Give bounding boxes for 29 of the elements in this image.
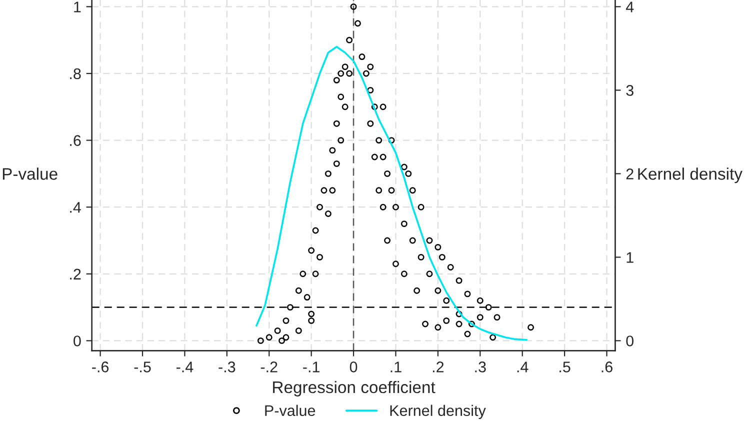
y2-tick-label: 4 (626, 2, 634, 12)
y-tick-label: 1 (74, 2, 81, 12)
x-tick-label: .5 (560, 362, 570, 372)
x-tick-label: -.5 (134, 362, 151, 372)
x-tick-label: 0 (350, 362, 358, 372)
legend-label: P-value (265, 404, 316, 416)
x-tick-label: .6 (602, 362, 612, 372)
y2-axis-title: Kernel density (638, 168, 742, 184)
y-axis-title: P-value (2, 168, 58, 180)
x-tick-label: -.1 (303, 362, 320, 372)
y-tick-label: .4 (70, 202, 82, 213)
y2-tick-label: 0 (626, 336, 634, 346)
y2-tick-label: 3 (626, 85, 634, 96)
y-tick-label: .6 (70, 135, 81, 146)
y-tick-label: .2 (70, 268, 81, 280)
x-tick-label: .1 (390, 362, 402, 372)
x-tick-label: -.3 (218, 362, 236, 372)
x-axis-title: Regression coefficient (273, 380, 436, 396)
y2-tick-label: 2 (626, 168, 634, 180)
x-tick-label: -.6 (92, 362, 109, 372)
x-tick-label: .2 (432, 362, 444, 372)
legend-label: Kernel density (390, 404, 486, 420)
x-tick-label: -.2 (260, 362, 278, 372)
y-tick-label: 0 (74, 336, 81, 346)
x-tick-label: -.4 (176, 362, 194, 372)
y-tick-label: .8 (70, 68, 81, 80)
x-tick-label: .3 (475, 362, 486, 372)
x-tick-label: .4 (517, 362, 528, 372)
y2-tick-label: 1 (626, 252, 634, 263)
